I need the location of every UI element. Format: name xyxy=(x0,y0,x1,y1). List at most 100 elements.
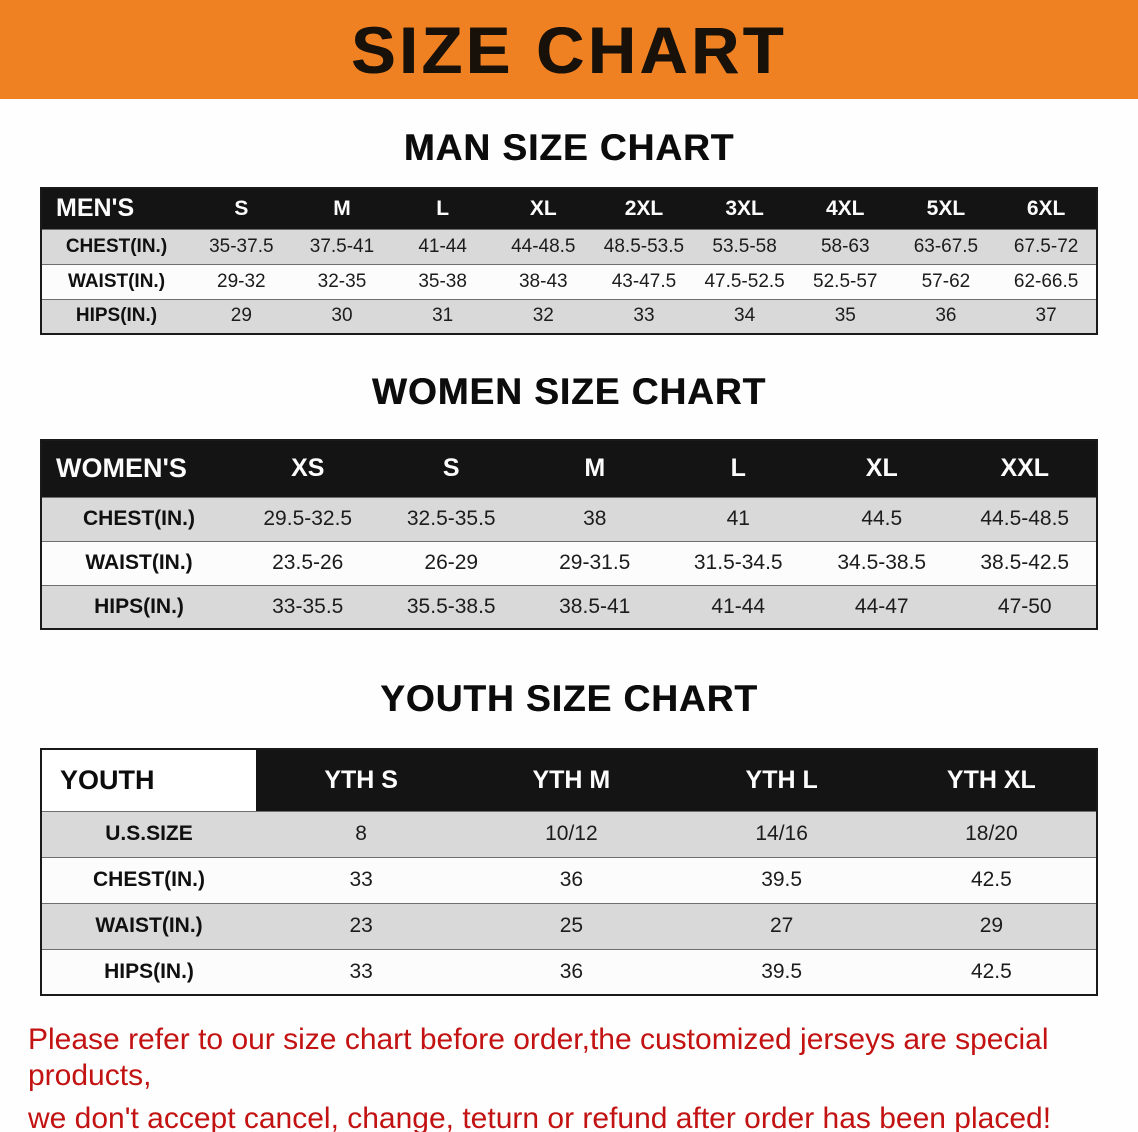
column-header: XL xyxy=(810,439,954,498)
row-label: CHEST(IN.) xyxy=(41,228,191,265)
footer-warning-line-2: we don't accept cancel, change, teturn o… xyxy=(28,1102,1052,1132)
cell-value: 33-35.5 xyxy=(236,584,380,630)
cell-value: 41 xyxy=(666,496,810,542)
cell-value: 41-44 xyxy=(392,228,493,265)
cell-value: 33 xyxy=(256,856,467,904)
cell-value: 23.5-26 xyxy=(236,540,380,586)
table-row: CHEST(IN.) 29.5-32.5 32.5-35.5 38 41 44.5 44.5… xyxy=(41,496,1097,542)
cell-value: 57-62 xyxy=(895,263,997,300)
cell-value: 37 xyxy=(996,298,1097,335)
column-header: YTH L xyxy=(676,748,887,812)
cell-value: 29-31.5 xyxy=(523,540,667,586)
column-header: 4XL xyxy=(794,187,896,230)
footer-warning-line-1: Please refer to our size chart before or… xyxy=(28,1023,1049,1092)
column-header: XXL xyxy=(953,439,1097,498)
table-corner-label: WOMEN'S xyxy=(41,439,236,498)
cell-value: 34 xyxy=(694,298,795,335)
column-header: 2XL xyxy=(593,187,695,230)
cell-value: 27 xyxy=(676,902,887,950)
cell-value: 31.5-34.5 xyxy=(666,540,810,586)
row-label: CHEST(IN.) xyxy=(41,856,256,904)
table-row: HIPS(IN.) 33 36 39.5 42.5 xyxy=(41,948,1097,996)
men-size-table: MEN'S S M L XL 2XL 3XL 4XL 5XL 6XL CHEST(IN.) 35-37… xyxy=(40,187,1098,335)
cell-value: 14/16 xyxy=(676,810,887,858)
cell-value: 42.5 xyxy=(886,856,1097,904)
women-size-table: WOMEN'S XS S M L XL XXL CHEST(IN.) 29.5-32.5 32.5… xyxy=(40,439,1098,630)
cell-value: 35-38 xyxy=(392,263,493,300)
table-row: CHEST(IN.) 33 36 39.5 42.5 xyxy=(41,856,1097,904)
column-header: 5XL xyxy=(895,187,997,230)
cell-value: 39.5 xyxy=(676,856,887,904)
table-row: HIPS(IN.) 29 30 31 32 33 34 35 36 37 xyxy=(41,298,1097,335)
column-header: YTH M xyxy=(466,748,677,812)
column-header: M xyxy=(291,187,393,230)
column-header: XS xyxy=(236,439,380,498)
cell-value: 48.5-53.5 xyxy=(593,228,695,265)
cell-value: 35 xyxy=(794,298,896,335)
size-chart-banner: SIZE CHART xyxy=(0,0,1138,99)
column-header: YTH XL xyxy=(886,748,1097,812)
table-corner-label: YOUTH xyxy=(41,748,256,812)
cell-value: 32.5-35.5 xyxy=(379,496,523,542)
cell-value: 44.5 xyxy=(810,496,954,542)
youth-size-table: YOUTH YTH S YTH M YTH L YTH XL U.S.SIZE 8 10/12… xyxy=(40,748,1098,996)
youth-section-title: YOUTH SIZE CHART xyxy=(380,678,758,719)
table-header-row: YOUTH YTH S YTH M YTH L YTH XL xyxy=(41,748,1097,812)
column-header: L xyxy=(666,439,810,498)
cell-value: 29.5-32.5 xyxy=(236,496,380,542)
column-header: XL xyxy=(492,187,594,230)
cell-value: 23 xyxy=(256,902,467,950)
table-row: CHEST(IN.) 35-37.5 37.5-41 41-44 44-48.5 48.5… xyxy=(41,228,1097,265)
row-label: WAIST(IN.) xyxy=(41,540,236,586)
cell-value: 39.5 xyxy=(676,948,887,996)
cell-value: 44.5-48.5 xyxy=(953,496,1097,542)
youth-size-chart-section: YOUTH SIZE CHART YOUTH YTH S YTH M YTH L YTH… xyxy=(0,678,1138,996)
cell-value: 63-67.5 xyxy=(895,228,997,265)
cell-value: 41-44 xyxy=(666,584,810,630)
row-label: U.S.SIZE xyxy=(41,810,256,858)
cell-value: 37.5-41 xyxy=(291,228,393,265)
cell-value: 36 xyxy=(466,856,677,904)
cell-value: 58-63 xyxy=(794,228,896,265)
cell-value: 47.5-52.5 xyxy=(694,263,795,300)
row-label: WAIST(IN.) xyxy=(41,902,256,950)
footer-warning: Please refer to our size chart before or… xyxy=(28,1022,1110,1132)
table-row: WAIST(IN.) 23 25 27 29 xyxy=(41,902,1097,950)
cell-value: 62-66.5 xyxy=(996,263,1097,300)
table-row: WAIST(IN.) 23.5-26 26-29 29-31.5 31.5-34.5 34… xyxy=(41,540,1097,586)
cell-value: 8 xyxy=(256,810,467,858)
cell-value: 38.5-41 xyxy=(523,584,667,630)
cell-value: 53.5-58 xyxy=(694,228,795,265)
cell-value: 26-29 xyxy=(379,540,523,586)
cell-value: 44-48.5 xyxy=(492,228,594,265)
column-header: YTH S xyxy=(256,748,467,812)
cell-value: 33 xyxy=(593,298,695,335)
column-header: 6XL xyxy=(996,187,1097,230)
cell-value: 38.5-42.5 xyxy=(953,540,1097,586)
cell-value: 35.5-38.5 xyxy=(379,584,523,630)
cell-value: 36 xyxy=(895,298,997,335)
cell-value: 36 xyxy=(466,948,677,996)
cell-value: 32-35 xyxy=(291,263,393,300)
cell-value: 29 xyxy=(886,902,1097,950)
row-label: HIPS(IN.) xyxy=(41,948,256,996)
men-section-title: MAN SIZE CHART xyxy=(403,127,735,168)
cell-value: 47-50 xyxy=(953,584,1097,630)
cell-value: 29-32 xyxy=(191,263,292,300)
table-row: HIPS(IN.) 33-35.5 35.5-38.5 38.5-41 41-44 44-… xyxy=(41,584,1097,630)
table-header-row: WOMEN'S XS S M L XL XXL xyxy=(41,439,1097,498)
cell-value: 38 xyxy=(523,496,667,542)
table-corner-label: MEN'S xyxy=(41,187,191,230)
women-size-chart-section: WOMEN SIZE CHART WOMEN'S XS S M L XL XXL CHEST(… xyxy=(0,371,1138,630)
cell-value: 52.5-57 xyxy=(794,263,896,300)
cell-value: 32 xyxy=(492,298,594,335)
cell-value: 31 xyxy=(392,298,493,335)
cell-value: 10/12 xyxy=(466,810,677,858)
women-section-title: WOMEN SIZE CHART xyxy=(371,371,767,412)
cell-value: 42.5 xyxy=(886,948,1097,996)
row-label: WAIST(IN.) xyxy=(41,263,191,300)
table-row: U.S.SIZE 8 10/12 14/16 18/20 xyxy=(41,810,1097,858)
men-size-chart-section: MAN SIZE CHART MEN'S S M L XL 2XL 3XL 4XL 5XL 6XL… xyxy=(0,127,1138,335)
row-label: HIPS(IN.) xyxy=(41,584,236,630)
